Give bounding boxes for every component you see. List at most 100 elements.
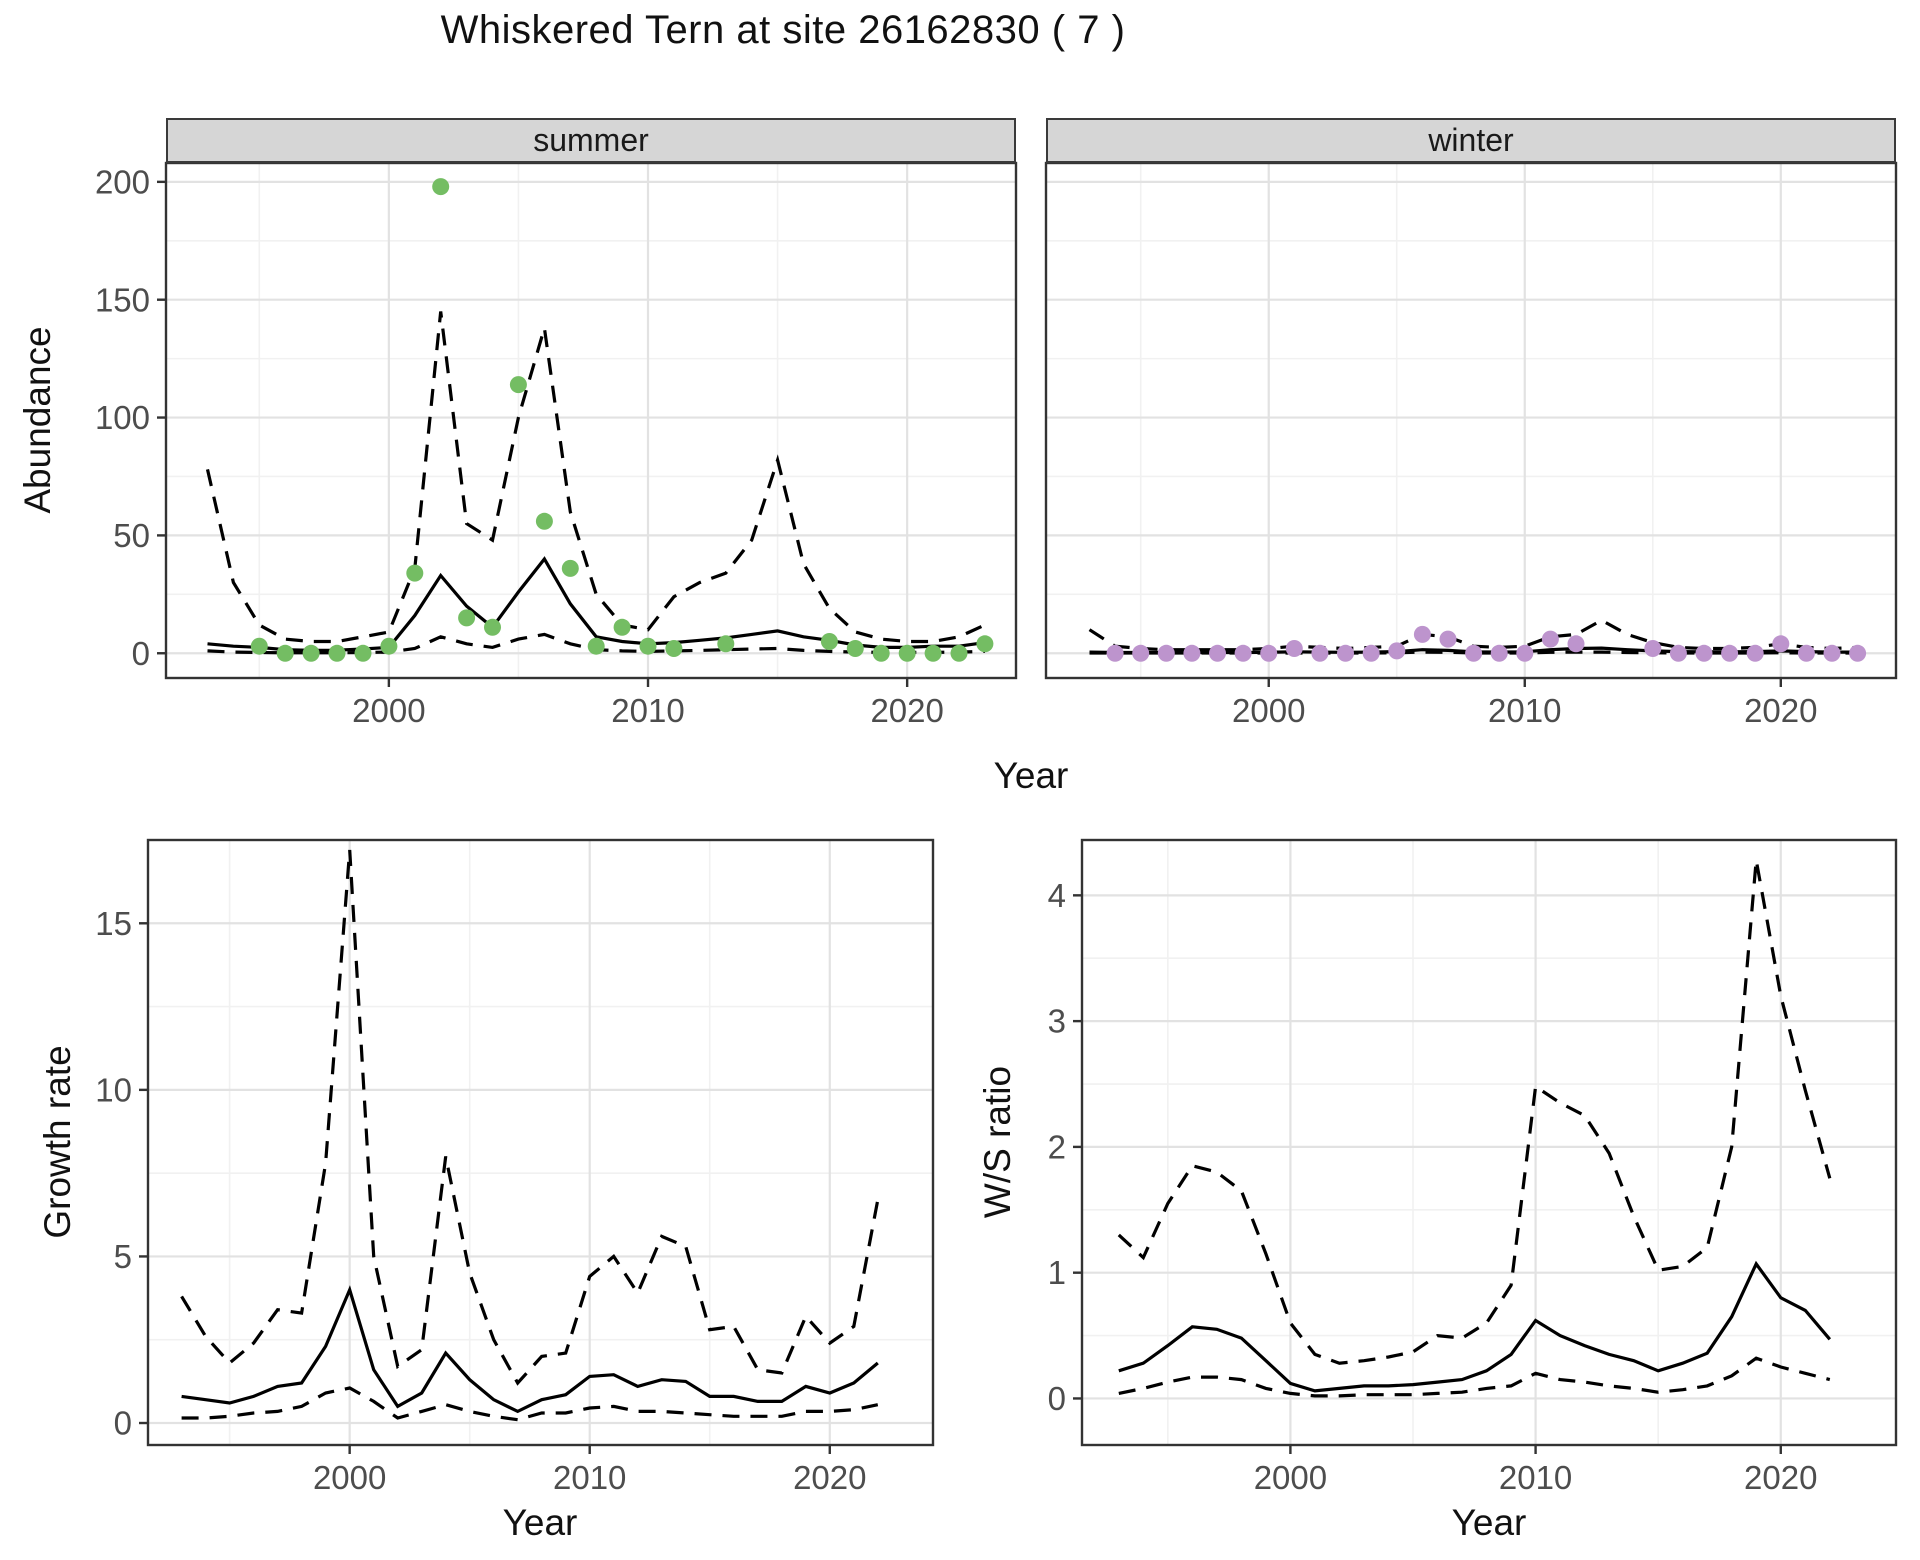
y-tick-label: 15 [95,905,132,942]
abundance-winter-data-point [1695,644,1713,662]
y-tick-label: 0 [1048,1380,1066,1417]
abundance-winter-data-point [1823,644,1841,662]
abundance-winter-data-point [1772,635,1790,653]
abundance-winter-data-point [1439,630,1457,648]
x-tick-label: 2020 [1744,692,1817,729]
growth-rate-panel-border [146,838,935,1447]
y-tick-label: 4 [1048,877,1066,914]
x-tick-label: 2020 [793,1459,866,1496]
abundance-winter-panel-border [1044,161,1898,680]
y-tick-label: 10 [95,1071,132,1108]
abundance-winter-data-point [1311,644,1329,662]
abundance-winter-data-point [1516,644,1534,662]
y-tick-label: 100 [95,399,150,436]
abundance-summer-data-point [380,637,398,655]
facet-strip-winter-label: winter [1428,122,1514,158]
growth-rate-lower-ci-line [181,1386,879,1422]
growth-rate-upper-ci-line [180,849,880,1386]
x-tick-label: 2010 [553,1459,626,1496]
abundance-summer-data-point [717,635,735,653]
abundance-winter-data-point [1132,644,1150,662]
y-tick-label: 0 [114,1405,132,1442]
ws-ratio-mean-line [1118,1260,1832,1393]
abundance-summer-data-point [846,640,864,657]
abundance-summer-data-point [587,637,605,655]
facet-strip-winter: winter [1046,118,1896,163]
y-tick-label: 1 [1048,1254,1066,1291]
abundance-summer-data-point [406,564,424,582]
facet-strip-summer: summer [166,118,1016,163]
abundance-summer-data-point [639,637,657,655]
abundance-winter-data-point [1849,644,1867,662]
x-tick-label: 2000 [1232,692,1305,729]
x-tick-label: 2000 [352,692,425,729]
abundance-winter-data-point [1209,644,1226,662]
abundance-summer-data-point [250,637,268,655]
abundance-summer-data-point [872,644,890,662]
ws-ratio-panel-border [1080,838,1898,1447]
abundance-winter-data-point [1567,635,1585,653]
abundance-summer-panel-border [164,161,1018,680]
abundance-winter-data-point [1388,642,1406,660]
abundance-summer-data-point [665,640,683,657]
y-axis-title-growth-rate: Growth rate [37,1045,78,1239]
abundance-winter-data-point [1669,644,1687,662]
abundance-summer-data-point [302,644,320,662]
abundance-winter-data-point [1490,644,1508,662]
abundance-winter-panel-bg [1046,163,1896,678]
x-tick-label: 2020 [870,692,943,729]
growth-rate-panel-bg [148,840,933,1445]
y-axis-title-ws-ratio: W/S ratio [977,1065,1018,1219]
abundance-winter-data-point [1234,644,1252,662]
abundance-summer-data-point [276,644,294,662]
abundance-winter-data-point [1413,625,1431,643]
chart-title: Whiskered Tern at site 26162830 ( 7 ) [440,8,1126,52]
x-tick-label: 2000 [1254,1459,1327,1496]
y-tick-label: 150 [95,281,150,318]
growth-rate-mean-line [181,1285,879,1414]
abundance-winter-data-point [1797,644,1815,662]
abundance-summer-data-point [976,635,994,653]
y-axis-title-abundance: Abundance [17,326,58,514]
abundance-summer-data-point [613,618,631,636]
y-tick-label: 0 [132,635,150,672]
ws-ratio-panel-bg [1082,840,1896,1445]
x-axis-title-year-bottom-right: Year [1451,1502,1527,1543]
abundance-summer-data-point [432,178,450,196]
ws-ratio-lower-ci-line [1118,1356,1831,1398]
abundance-winter-data-point [1644,640,1662,657]
abundance-summer-data-point [484,618,501,636]
abundance-summer-data-point [354,644,372,662]
x-tick-label: 2010 [1499,1459,1572,1496]
y-tick-label: 200 [95,163,150,200]
abundance-winter-data-point [1183,644,1201,662]
x-tick-label: 2020 [1744,1459,1817,1496]
abundance-winter-data-point [1541,630,1559,648]
y-tick-label: 2 [1048,1128,1066,1165]
abundance-winter-data-point [1285,640,1303,657]
abundance-summer-data-point [898,644,916,662]
x-axis-title-year-bottom-left: Year [502,1502,578,1543]
abundance-summer-data-point [820,633,838,650]
abundance-summer-data-point [535,512,553,530]
abundance-summer-panel-bg [166,163,1016,678]
abundance-summer-data-point [328,644,346,662]
x-tick-label: 2000 [313,1459,386,1496]
abundance-summer-data-point [924,644,942,662]
y-tick-label: 3 [1048,1003,1066,1040]
abundance-winter-data-point [1337,644,1354,662]
abundance-winter-data-point [1362,644,1380,662]
abundance-winter-data-point [1746,644,1764,662]
abundance-summer-data-point [561,559,579,577]
x-tick-label: 2010 [1488,692,1561,729]
x-tick-label: 2010 [611,692,684,729]
abundance-winter-data-point [1260,644,1278,662]
abundance-winter-data-point [1465,644,1483,662]
y-tick-label: 50 [113,517,150,554]
abundance-summer-data-point [458,609,476,627]
x-axis-title-year-top: Year [993,755,1069,796]
abundance-winter-data-point [1721,644,1739,662]
abundance-summer-data-point [950,644,968,662]
